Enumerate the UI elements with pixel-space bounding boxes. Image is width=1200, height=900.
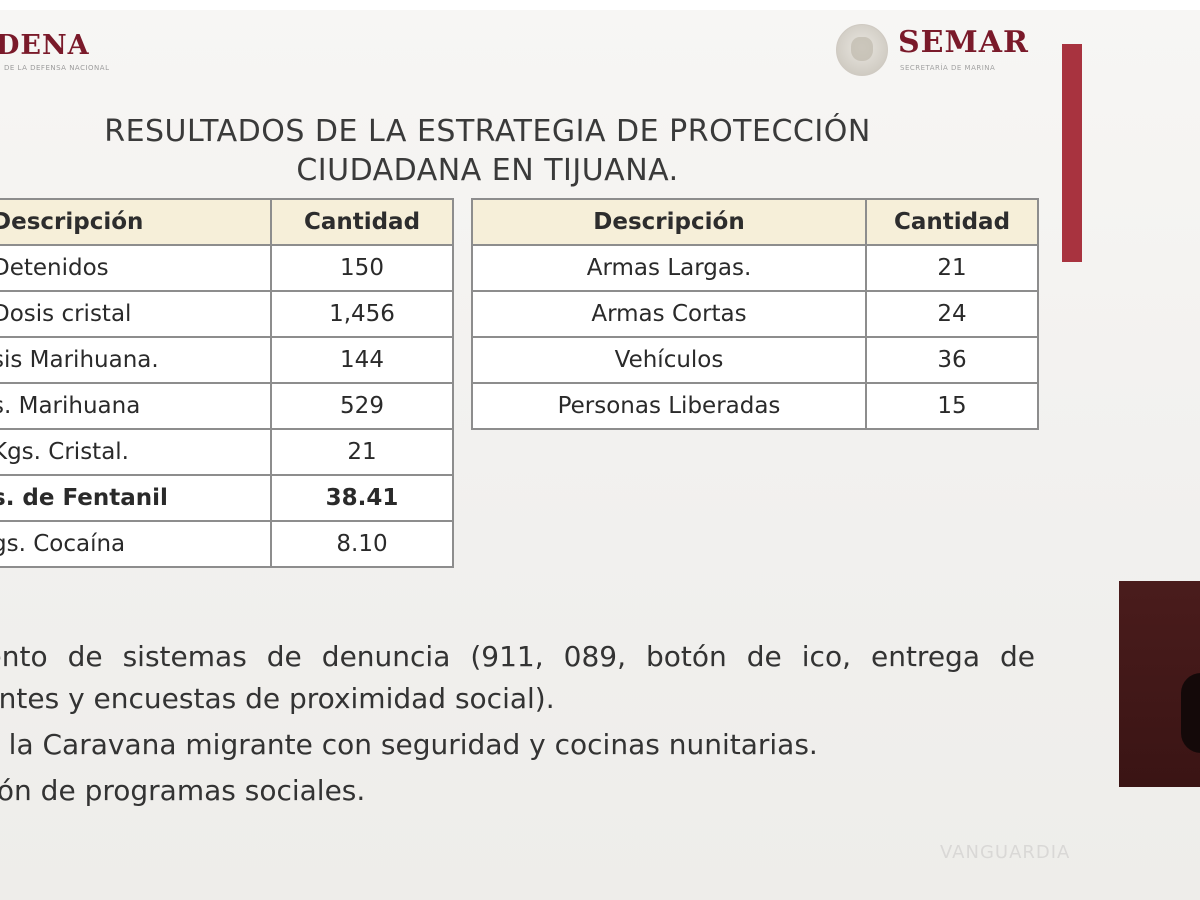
column-header-quantity: Cantidad xyxy=(270,198,454,246)
row-quantity: 24 xyxy=(865,290,1039,338)
row-quantity: 529 xyxy=(270,382,454,430)
table-row: gs. Cocaína 8.10 xyxy=(0,520,454,568)
row-quantity: 38.41 xyxy=(270,474,454,522)
column-header-description: Descripción xyxy=(0,198,272,246)
top-strip xyxy=(0,0,1200,10)
semar-logo-subtitle: SECRETARÍA DE MARINA xyxy=(900,64,996,72)
row-quantity: 21 xyxy=(270,428,454,476)
results-table-right: Descripción Cantidad Armas Largas. 21 Ar… xyxy=(471,198,1039,430)
slide-title-line-1: RESULTADOS DE LA ESTRATEGIA DE PROTECCIÓ… xyxy=(104,114,871,149)
row-description: Armas Cortas xyxy=(471,290,867,338)
row-description: Personas Liberadas xyxy=(471,382,867,430)
row-description: s. de Fentanil xyxy=(0,474,272,522)
table-row: Detenidos 150 xyxy=(0,244,454,292)
semar-logo-name: SEMAR xyxy=(898,25,1029,60)
slide-title: RESULTADOS DE LA ESTRATEGIA DE PROTECCIÓ… xyxy=(0,112,975,190)
table-row: Kgs. Cristal. 21 xyxy=(0,428,454,476)
row-quantity: 150 xyxy=(270,244,454,292)
table-header-row: Descripción Cantidad xyxy=(0,198,454,246)
accent-bar xyxy=(1062,44,1082,262)
bullet-item: emento de sistemas de denuncia (911, 089… xyxy=(0,640,1035,715)
row-quantity: 36 xyxy=(865,336,1039,384)
table-row: Vehículos 36 xyxy=(471,336,1039,384)
bullet-item: yo a la Caravana migrante con seguridad … xyxy=(0,728,818,761)
table-row: s. de Fentanil 38.41 xyxy=(0,474,454,522)
row-description: gs. Cocaína xyxy=(0,520,272,568)
speaker-silhouette xyxy=(1181,673,1200,753)
column-header-description: Descripción xyxy=(471,198,867,246)
bullet-list: emento de sistemas de denuncia (911, 089… xyxy=(0,636,1035,816)
bullet-item: vación de programas sociales. xyxy=(0,774,366,807)
sedena-logo-subtitle: DE LA DEFENSA NACIONAL xyxy=(4,64,110,72)
table-row: s. Marihuana 529 xyxy=(0,382,454,430)
column-header-quantity: Cantidad xyxy=(865,198,1039,246)
row-quantity: 8.10 xyxy=(270,520,454,568)
row-description: Detenidos xyxy=(0,244,272,292)
row-description: Vehículos xyxy=(471,336,867,384)
table-header-row: Descripción Cantidad xyxy=(471,198,1039,246)
row-description: sis Marihuana. xyxy=(0,336,272,384)
table-row: Armas Cortas 24 xyxy=(471,290,1039,338)
national-seal-icon xyxy=(836,24,888,76)
row-description: Dosis cristal xyxy=(0,290,272,338)
row-quantity: 21 xyxy=(865,244,1039,292)
row-description: Armas Largas. xyxy=(471,244,867,292)
row-description: Kgs. Cristal. xyxy=(0,428,272,476)
sedena-logo-name: DENA xyxy=(0,30,90,61)
table-row: Armas Largas. 21 xyxy=(471,244,1039,292)
table-row: sis Marihuana. 144 xyxy=(0,336,454,384)
semar-logo: SEMAR SECRETARÍA DE MARINA xyxy=(836,22,1056,82)
sedena-logo: DENA DE LA DEFENSA NACIONAL xyxy=(0,30,110,72)
row-quantity: 15 xyxy=(865,382,1039,430)
row-quantity: 1,456 xyxy=(270,290,454,338)
video-inset xyxy=(1119,581,1200,787)
row-description: s. Marihuana xyxy=(0,382,272,430)
table-row: Personas Liberadas 15 xyxy=(471,382,1039,430)
row-quantity: 144 xyxy=(270,336,454,384)
table-row: Dosis cristal 1,456 xyxy=(0,290,454,338)
slide-title-line-2: CIUDADANA EN TIJUANA. xyxy=(296,153,679,188)
watermark: VANGUARDIA xyxy=(940,842,1071,863)
results-table-left: Descripción Cantidad Detenidos 150 Dosis… xyxy=(0,198,454,568)
